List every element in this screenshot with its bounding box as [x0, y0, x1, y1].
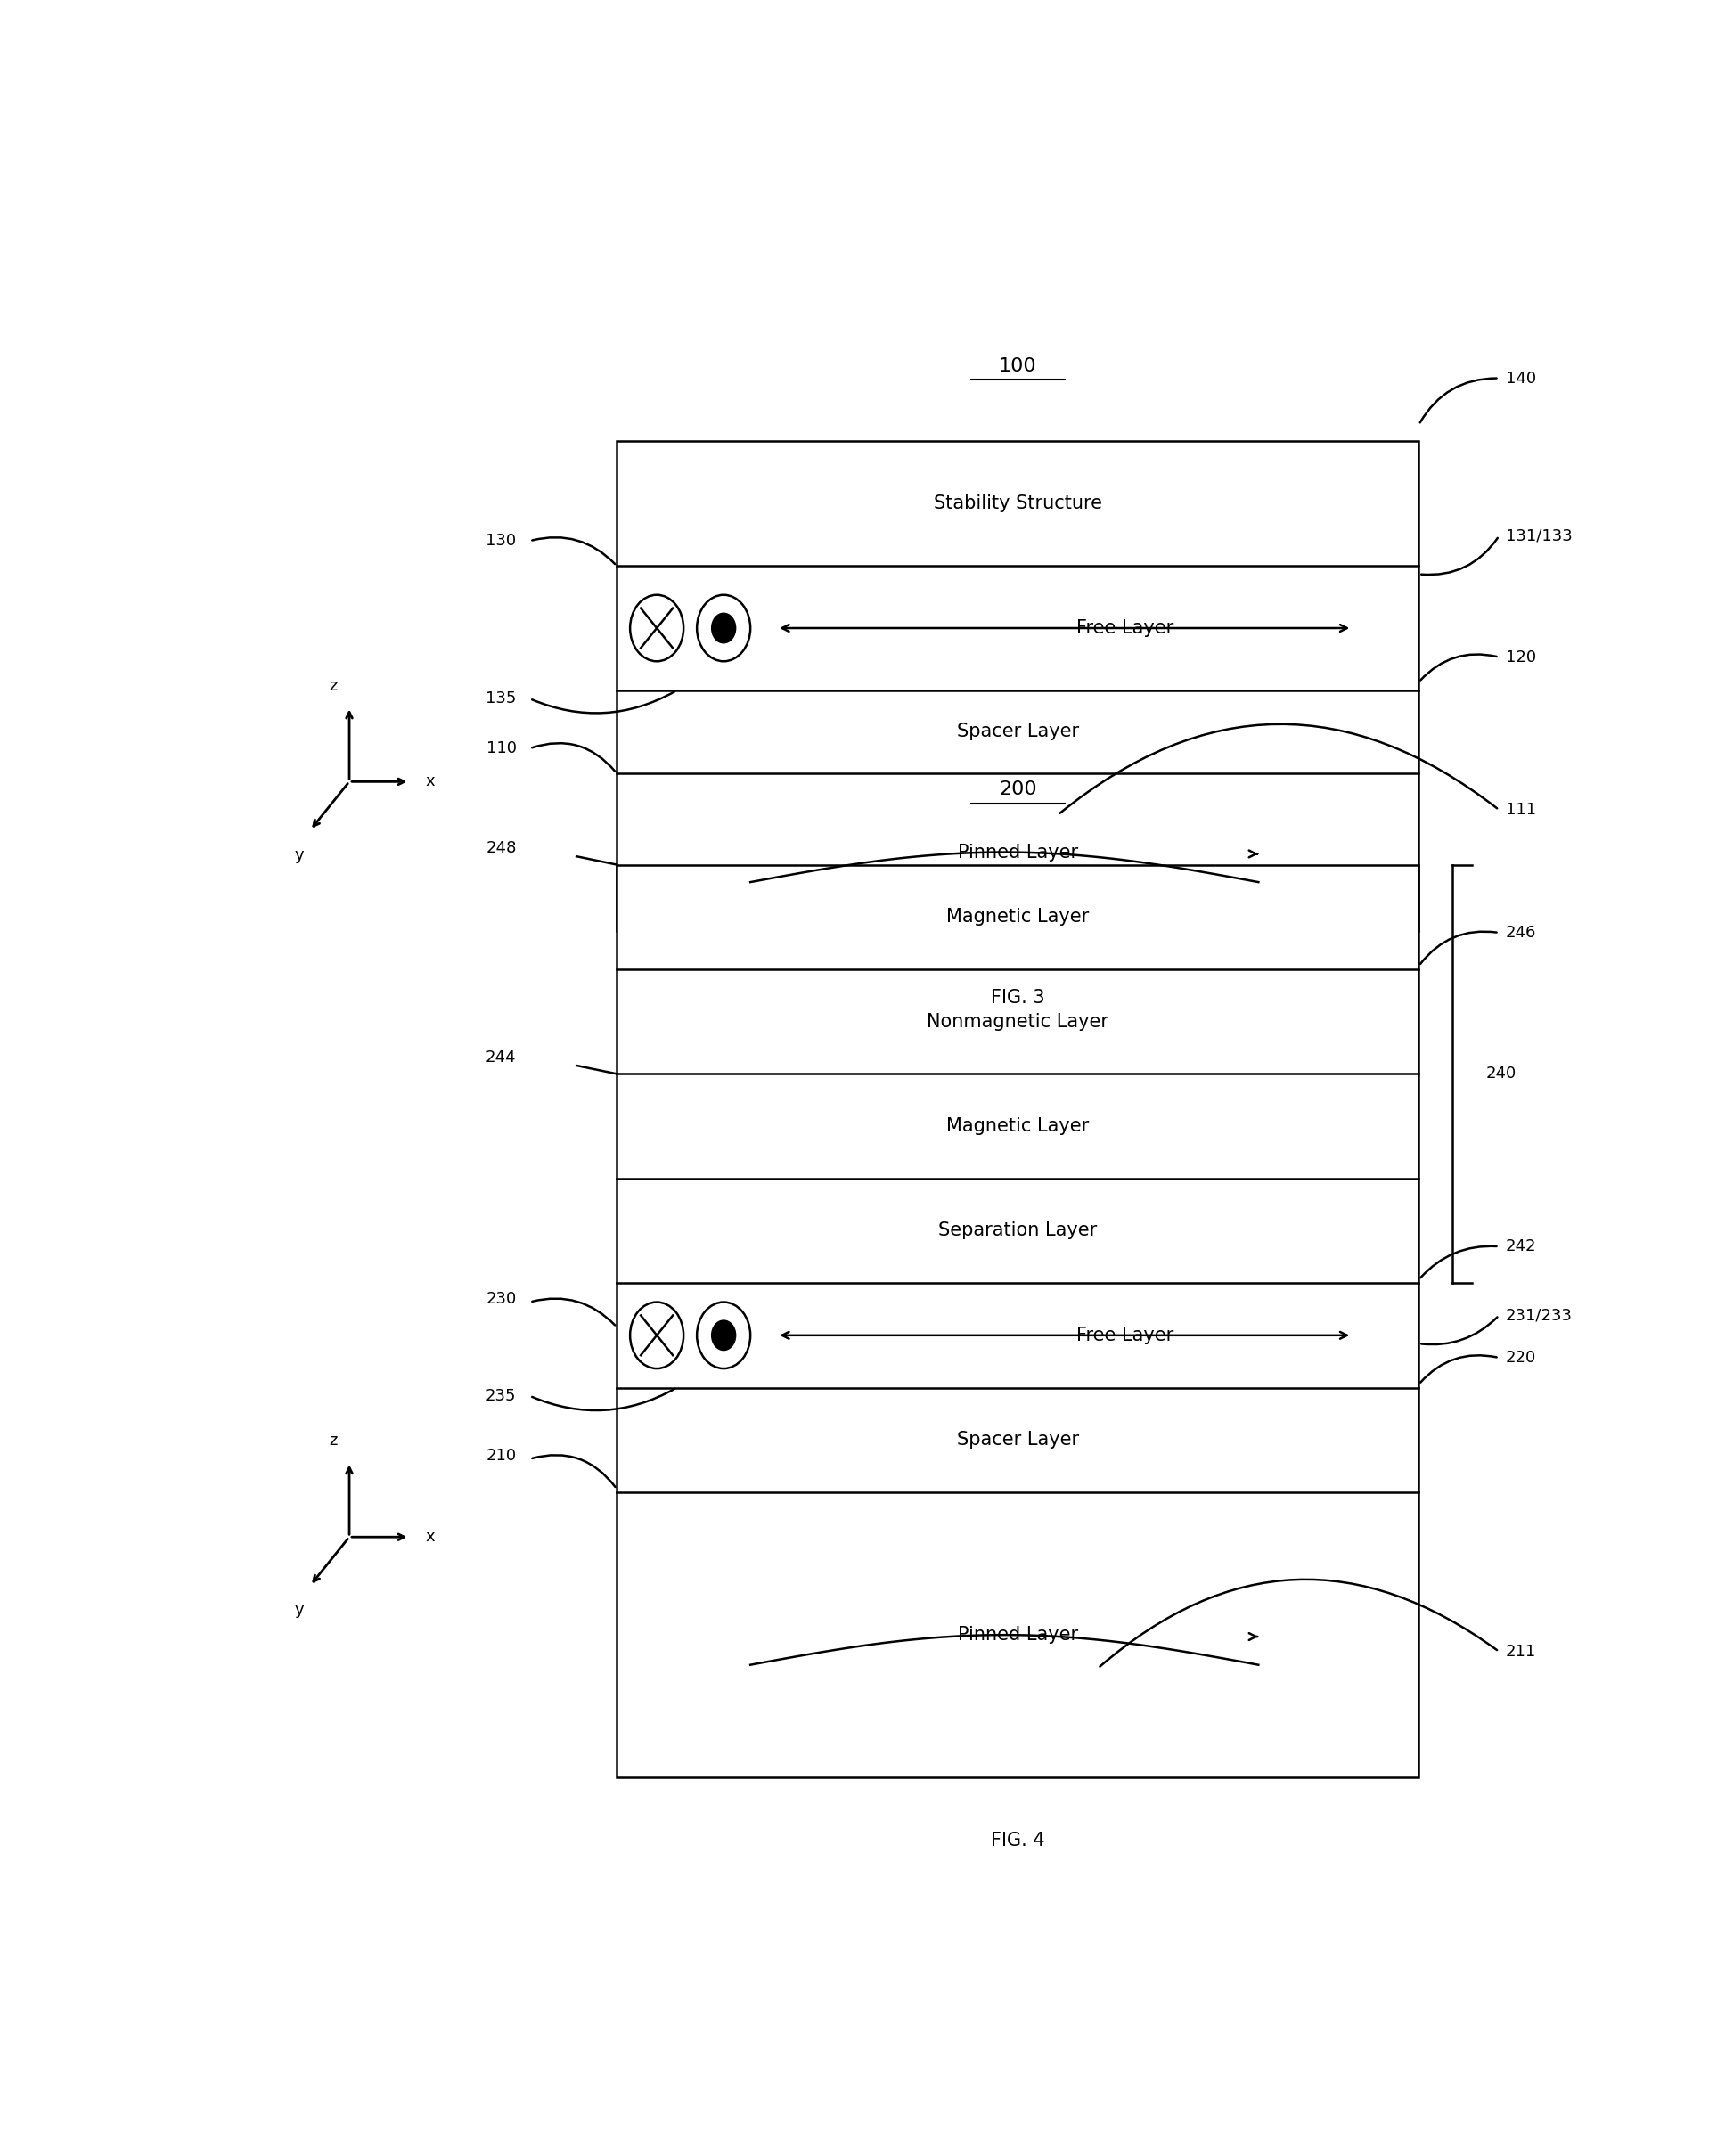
Text: Magnetic Layer: Magnetic Layer	[947, 908, 1088, 925]
Circle shape	[630, 1302, 683, 1369]
Text: Spacer Layer: Spacer Layer	[957, 1432, 1078, 1449]
Text: z: z	[329, 677, 338, 694]
Text: 100: 100	[999, 358, 1037, 375]
Text: Magnetic Layer: Magnetic Layer	[947, 1117, 1088, 1134]
Text: 120: 120	[1506, 649, 1537, 666]
Text: 235: 235	[486, 1388, 516, 1404]
Text: 220: 220	[1506, 1350, 1537, 1365]
Text: Pinned Layer: Pinned Layer	[957, 1626, 1078, 1643]
Text: FIG. 3: FIG. 3	[990, 990, 1045, 1007]
Circle shape	[712, 612, 735, 642]
Text: 140: 140	[1506, 371, 1537, 386]
Circle shape	[712, 1319, 735, 1350]
Circle shape	[697, 1302, 750, 1369]
Text: 244: 244	[486, 1050, 516, 1065]
Text: 110: 110	[486, 740, 516, 757]
Bar	[618, 442, 1418, 931]
Bar	[618, 865, 1418, 1779]
Text: Nonmagnetic Layer: Nonmagnetic Layer	[926, 1013, 1109, 1031]
Text: x: x	[426, 1529, 435, 1546]
Text: 131/133: 131/133	[1506, 528, 1571, 543]
Text: z: z	[329, 1434, 338, 1449]
Text: 135: 135	[486, 690, 516, 707]
Text: 240: 240	[1485, 1065, 1516, 1082]
Text: x: x	[426, 774, 435, 789]
Text: 210: 210	[486, 1447, 516, 1464]
Text: 246: 246	[1506, 925, 1537, 940]
Text: 248: 248	[486, 841, 516, 856]
Text: y: y	[295, 847, 304, 862]
Text: 231/233: 231/233	[1506, 1307, 1573, 1324]
Text: Free Layer: Free Layer	[1076, 1326, 1173, 1343]
Text: 211: 211	[1506, 1643, 1537, 1660]
Text: 242: 242	[1506, 1238, 1537, 1255]
Text: 230: 230	[486, 1291, 516, 1307]
Text: Pinned Layer: Pinned Layer	[957, 843, 1078, 860]
Text: 111: 111	[1506, 802, 1537, 817]
Text: y: y	[295, 1602, 304, 1619]
Text: Spacer Layer: Spacer Layer	[957, 722, 1078, 742]
Text: FIG. 4: FIG. 4	[990, 1833, 1045, 1850]
Text: Free Layer: Free Layer	[1076, 619, 1173, 636]
Circle shape	[630, 595, 683, 662]
Circle shape	[697, 595, 750, 662]
Text: Stability Structure: Stability Structure	[933, 494, 1102, 513]
Text: Separation Layer: Separation Layer	[938, 1222, 1097, 1240]
Text: 200: 200	[999, 780, 1037, 798]
Text: 130: 130	[486, 533, 516, 550]
